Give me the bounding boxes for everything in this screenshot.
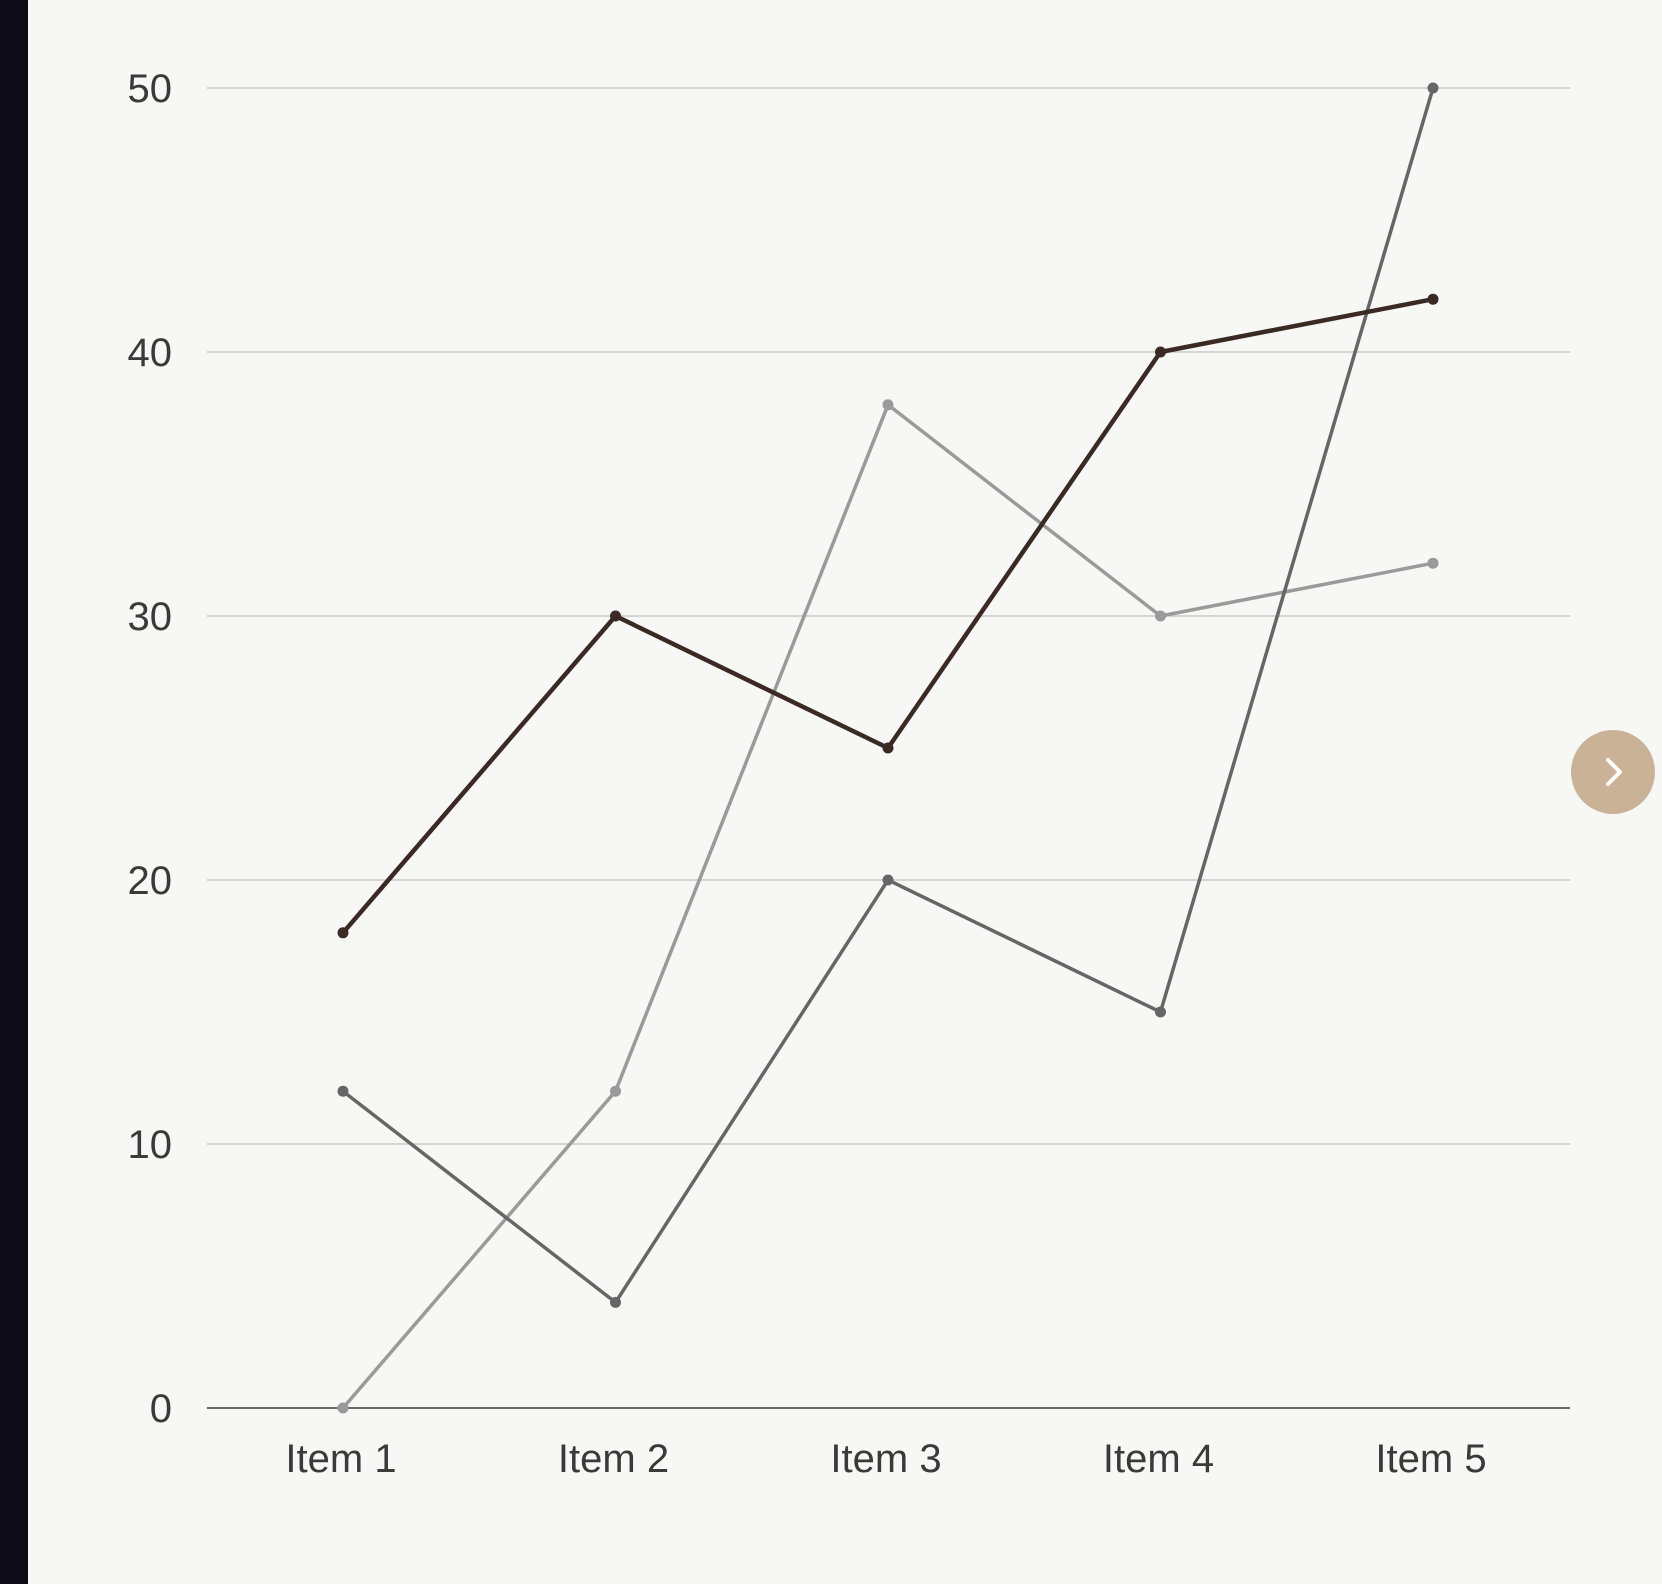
y-axis-tick-labels: 0 10 20 30 40 50 xyxy=(128,67,173,1431)
data-point xyxy=(337,1402,349,1414)
next-button[interactable] xyxy=(1571,730,1655,814)
series-1 xyxy=(337,293,1439,939)
data-point xyxy=(337,927,349,939)
data-point xyxy=(882,399,894,411)
data-point xyxy=(610,1085,621,1097)
series-line xyxy=(341,86,1435,1305)
y-tick-label: 10 xyxy=(128,1123,173,1167)
y-tick-label: 50 xyxy=(128,67,173,111)
x-tick-label: Item 3 xyxy=(830,1437,941,1481)
series-2 xyxy=(337,399,1439,1414)
data-point xyxy=(882,874,894,886)
chevron-right-icon xyxy=(1606,758,1622,786)
x-tick-label: Item 4 xyxy=(1103,1437,1214,1481)
data-point xyxy=(1155,610,1166,622)
data-point xyxy=(1427,293,1439,305)
data-point xyxy=(1155,1006,1166,1018)
y-tick-label: 30 xyxy=(128,595,173,639)
data-point xyxy=(610,610,621,622)
series-lines xyxy=(337,82,1439,1414)
y-tick-label: 20 xyxy=(128,859,173,903)
data-point xyxy=(1155,346,1166,358)
data-point xyxy=(337,1085,349,1097)
y-tick-label: 40 xyxy=(128,331,173,375)
chart-panel xyxy=(28,0,1662,1584)
data-point xyxy=(1427,82,1439,94)
x-tick-label: Item 5 xyxy=(1375,1437,1486,1481)
data-point xyxy=(1427,557,1439,569)
y-tick-label: 0 xyxy=(150,1387,172,1431)
series-3 xyxy=(337,82,1439,1308)
x-tick-label: Item 2 xyxy=(558,1437,669,1481)
data-point xyxy=(610,1296,621,1308)
data-point xyxy=(882,742,894,754)
x-tick-label: Item 1 xyxy=(285,1437,396,1481)
x-axis-tick-labels: Item 1 Item 2 Item 3 Item 4 Item 5 xyxy=(285,1437,1486,1481)
series-line xyxy=(341,403,1435,1410)
